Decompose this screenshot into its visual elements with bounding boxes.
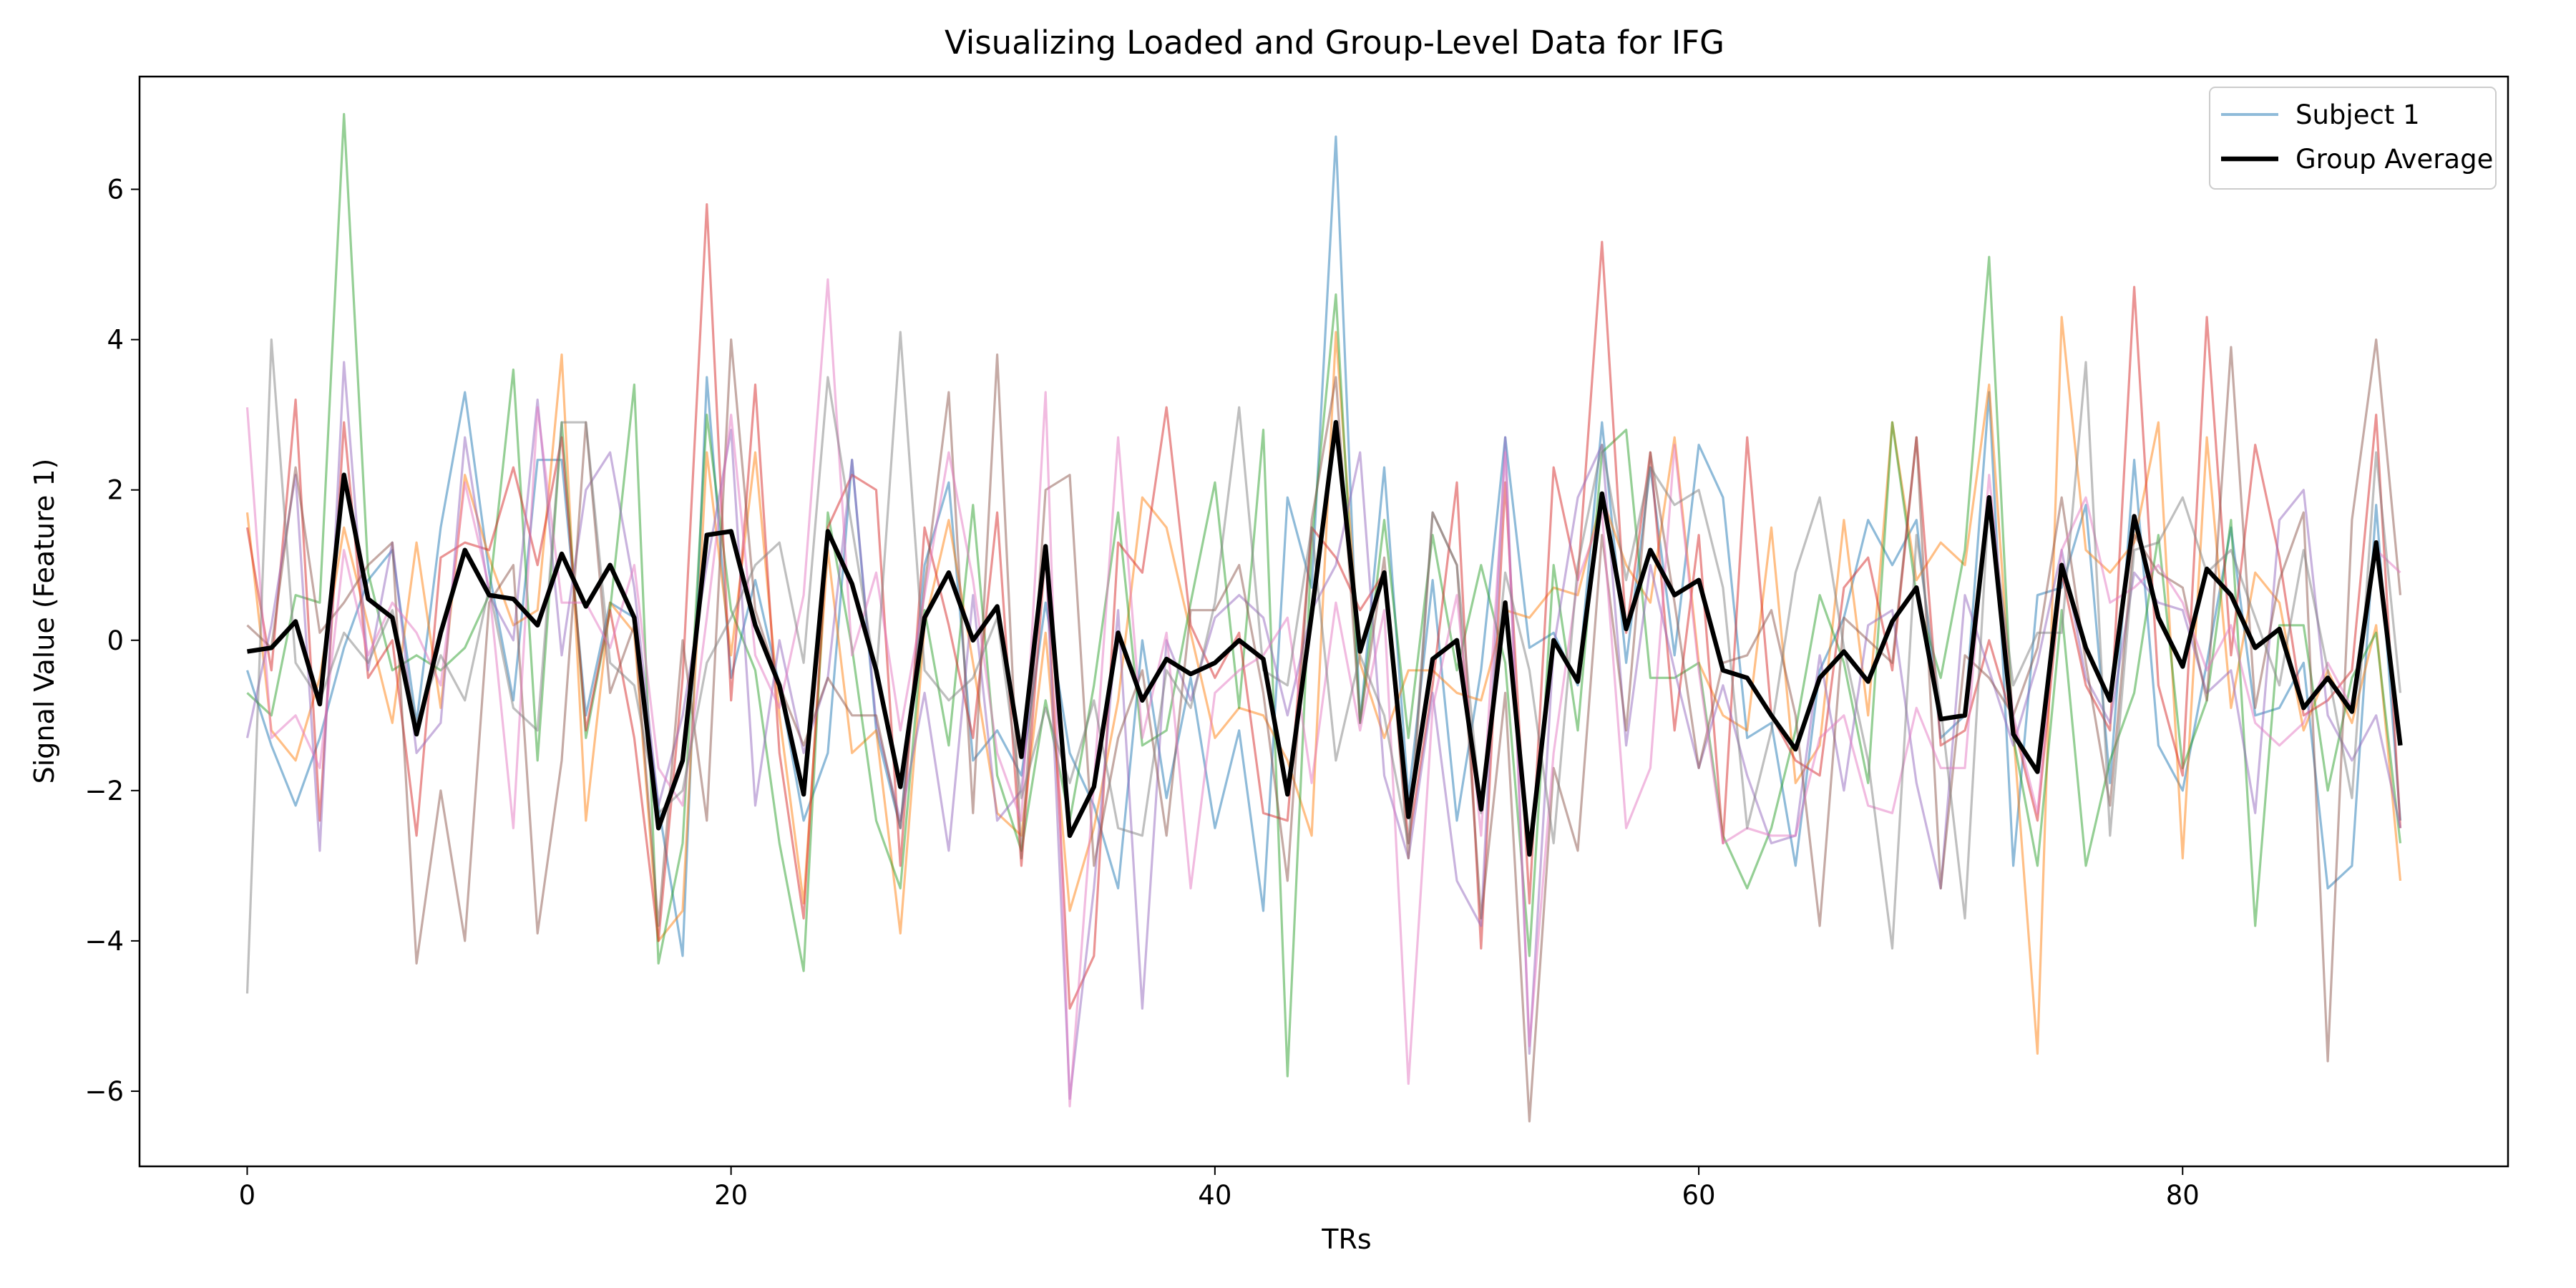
x-tick-label: 80 [2166,1180,2200,1211]
legend-label: Subject 1 [2296,99,2420,130]
series-line-8 [245,331,2402,994]
x-axis-label: TRs [1321,1224,1371,1255]
series-line-7 [245,278,2401,1108]
y-tick-label: 4 [107,325,124,356]
x-tick-label: 40 [1198,1180,1231,1211]
plot-frame [138,75,2509,1168]
legend-box [2209,87,2497,190]
y-tick-label: −6 [84,1076,124,1107]
x-tick-label: 0 [239,1180,256,1211]
series-line-5 [245,361,2402,1101]
legend-label: Group Average [2296,144,2493,175]
x-tick-label: 60 [1682,1180,1716,1211]
y-tick-label: −2 [84,776,124,806]
y-tick-label: 0 [107,625,124,656]
axes-layer: 0 20 40 60 80 −6 −4 −2 0 2 4 6 [84,75,2509,1211]
series-line-group-average [247,420,2403,857]
series-layer [245,112,2403,1123]
chart-title: Visualizing Loaded and Group-Level Data … [945,24,1724,62]
legend: Subject 1 Group Average [2209,87,2497,190]
x-tick-label: 20 [714,1180,748,1211]
y-axis-label: Signal Value (Feature 1) [29,459,60,784]
series-line-6 [246,338,2402,1123]
y-tick-label: 6 [107,175,124,205]
y-tick-label: −4 [84,926,124,957]
y-tick-label: 2 [107,475,124,506]
